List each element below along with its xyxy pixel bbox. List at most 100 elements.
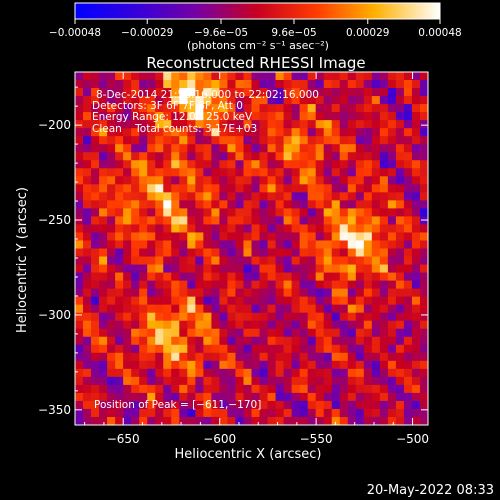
heatmap-cell xyxy=(411,128,421,137)
heatmap-cell xyxy=(307,264,317,274)
heatmap-cell xyxy=(379,376,389,386)
heatmap-cell xyxy=(187,208,196,217)
heatmap-cell xyxy=(227,392,236,402)
heatmap-cell xyxy=(259,128,269,137)
heatmap-cell xyxy=(371,368,381,378)
heatmap-cell xyxy=(251,72,261,81)
heatmap-cell xyxy=(211,192,220,201)
heatmap-cell xyxy=(211,344,220,354)
heatmap-cell xyxy=(99,232,108,241)
heatmap-cell xyxy=(107,344,116,354)
heatmap-cell xyxy=(115,88,124,97)
heatmap-cell xyxy=(419,160,429,169)
heatmap-cell xyxy=(115,392,124,402)
heatmap-cell xyxy=(235,128,244,137)
heatmap-cell xyxy=(339,280,349,290)
heatmap-cell xyxy=(179,264,188,274)
heatmap-cell xyxy=(123,176,132,185)
heatmap-cell xyxy=(251,288,261,298)
heatmap-cell xyxy=(363,344,373,354)
heatmap-cell xyxy=(371,344,381,354)
heatmap-cell xyxy=(259,368,269,378)
heatmap-cell xyxy=(235,400,244,410)
heatmap-cell xyxy=(163,248,172,258)
heatmap-cell xyxy=(379,184,389,193)
heatmap-cell xyxy=(163,312,172,322)
heatmap-cell xyxy=(131,280,140,290)
heatmap-cell xyxy=(211,160,220,169)
heatmap-cell xyxy=(347,296,357,306)
heatmap-cell xyxy=(307,152,317,161)
heatmap-cell xyxy=(251,408,261,418)
heatmap-cell xyxy=(315,136,325,145)
heatmap-cell xyxy=(219,328,228,338)
heatmap-cell xyxy=(355,256,365,266)
heatmap-cell xyxy=(131,368,140,378)
heatmap-cell xyxy=(243,304,252,314)
heatmap-cell xyxy=(139,72,148,81)
heatmap-cell xyxy=(75,240,84,249)
heatmap-cell xyxy=(411,72,421,81)
heatmap-cell xyxy=(187,352,196,362)
heatmap-cell xyxy=(219,208,228,217)
heatmap-cell xyxy=(91,104,100,113)
heatmap-cell xyxy=(395,96,405,105)
heatmap-cell xyxy=(227,152,236,161)
heatmap-cell xyxy=(147,296,156,306)
heatmap-cell xyxy=(83,232,92,241)
heatmap-cell xyxy=(339,192,349,201)
heatmap-cell xyxy=(107,328,116,338)
heatmap-cell xyxy=(387,144,397,153)
heatmap-cell xyxy=(331,112,341,121)
heatmap-cell xyxy=(275,312,285,322)
heatmap-cell xyxy=(411,112,421,121)
heatmap-cell xyxy=(107,208,116,217)
heatmap-cell xyxy=(299,408,309,418)
heatmap-cell xyxy=(283,240,293,249)
heatmap-cell xyxy=(147,216,156,225)
heatmap-cell xyxy=(371,128,381,137)
heatmap-cell xyxy=(403,80,413,89)
heatmap-cell xyxy=(139,304,148,314)
heatmap-cell xyxy=(219,392,228,402)
heatmap-cell xyxy=(139,144,148,153)
heatmap-cell xyxy=(251,344,261,354)
heatmap-cell xyxy=(419,408,429,418)
heatmap-cell xyxy=(419,192,429,201)
heatmap-cell xyxy=(251,176,261,185)
heatmap-cell xyxy=(115,160,124,169)
heatmap-cell xyxy=(91,376,100,386)
heatmap-cell xyxy=(243,416,252,426)
heatmap-cell xyxy=(107,336,116,346)
heatmap-cell xyxy=(75,104,84,113)
heatmap-cell xyxy=(75,344,84,354)
heatmap-cell xyxy=(379,392,389,402)
heatmap-cell xyxy=(315,72,325,81)
heatmap-cell xyxy=(227,112,236,121)
heatmap-cell xyxy=(115,400,124,410)
heatmap-cell xyxy=(115,264,124,274)
heatmap-cell xyxy=(179,360,188,370)
heatmap-cell xyxy=(107,144,116,153)
heatmap-cell xyxy=(163,192,172,201)
heatmap-cell xyxy=(379,104,389,113)
heatmap-cell xyxy=(275,168,285,177)
heatmap-cell xyxy=(171,72,180,81)
heatmap-cell xyxy=(179,224,188,233)
heatmap-cell xyxy=(419,216,429,225)
heatmap-cell xyxy=(75,184,84,193)
heatmap-cell xyxy=(139,352,148,362)
heatmap-cell xyxy=(203,176,212,185)
heatmap-cell xyxy=(299,304,309,314)
heatmap-cell xyxy=(195,320,204,330)
heatmap-cell xyxy=(331,80,341,89)
heatmap-cell xyxy=(395,112,405,121)
heatmap-cell xyxy=(91,128,100,137)
heatmap-cell xyxy=(131,352,140,362)
heatmap-cell xyxy=(123,264,132,274)
heatmap-cell xyxy=(123,136,132,145)
heatmap-cell xyxy=(323,160,333,169)
heatmap-cell xyxy=(75,168,84,177)
heatmap-cell xyxy=(107,400,116,410)
heatmap-cell xyxy=(123,280,132,290)
